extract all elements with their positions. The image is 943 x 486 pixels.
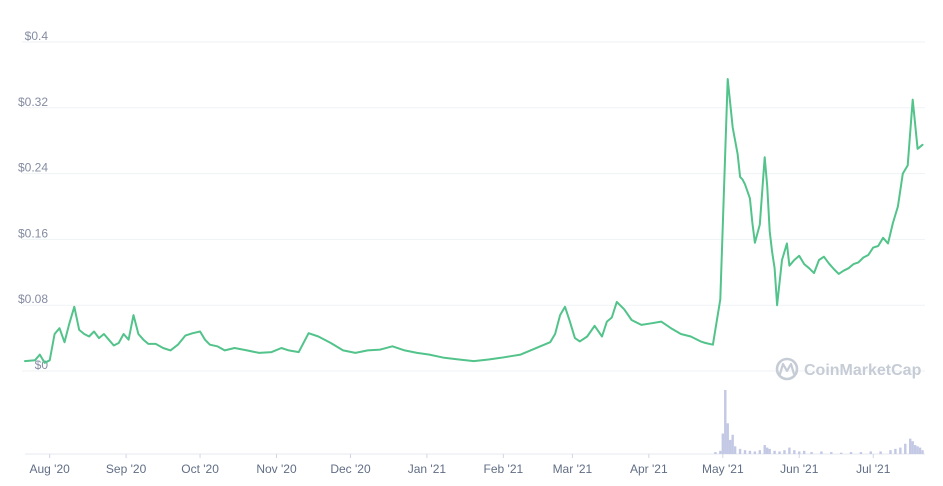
x-tick-label: Oct '20	[181, 462, 219, 476]
volume-bar	[765, 447, 769, 454]
x-tick-label: Feb '21	[484, 462, 524, 476]
volume-bar	[802, 450, 806, 454]
volume-bar	[798, 451, 801, 454]
x-tick-label: Dec '20	[330, 462, 371, 476]
volume-bar	[758, 450, 761, 454]
volume-bar	[768, 448, 771, 454]
volume-bar	[830, 452, 833, 454]
x-tick-label: May '21	[702, 462, 744, 476]
y-axis-labels: $0 $0.08 $0.16 $0.24 $0.32 $0.4	[18, 29, 48, 372]
x-axis-labels: Aug '20 Sep '20 Oct '20 Nov '20 Dec '20 Jan '…	[29, 454, 891, 476]
grid-lines	[22, 41, 925, 455]
x-tick-label: Jul '21	[856, 462, 891, 476]
volume-bar	[899, 447, 902, 454]
volume-bar	[714, 452, 717, 454]
x-tick-label: Apr '21	[630, 462, 668, 476]
volume-bar	[748, 450, 752, 454]
x-tick-label: Sep '20	[106, 462, 147, 476]
volume-bar	[753, 451, 757, 454]
coinmarketcap-watermark: CoinMarketCap	[775, 357, 922, 381]
volume-bar	[909, 438, 912, 454]
x-tick-label: Aug '20	[29, 462, 70, 476]
coinmarketcap-logo-icon	[775, 357, 799, 381]
volume-bar	[911, 441, 914, 454]
volume-bar	[733, 446, 737, 454]
volume-bar	[763, 445, 766, 454]
volume-bar	[783, 450, 786, 454]
volume-bar	[904, 443, 907, 454]
volume-bar	[894, 448, 897, 454]
y-tick-label: $0.4	[25, 29, 49, 43]
volume-bar	[731, 434, 734, 454]
volume-bar	[879, 451, 882, 454]
price-line	[24, 78, 924, 364]
y-tick-label: $0.08	[18, 292, 48, 306]
volume-bar	[719, 450, 722, 454]
volume-bar	[743, 450, 747, 454]
volume-bar	[820, 451, 823, 454]
x-tick-label: Mar '21	[553, 462, 593, 476]
volume-bar	[773, 450, 776, 454]
volume-bar	[738, 448, 742, 454]
volume-bar	[913, 445, 917, 454]
volume-bar	[721, 433, 725, 454]
volume-bar	[729, 439, 732, 454]
price-series	[24, 78, 924, 364]
watermark-text: CoinMarketCap	[804, 362, 922, 379]
volume-bar	[793, 450, 796, 454]
volume-bar	[778, 451, 781, 454]
volume-bar	[921, 450, 924, 454]
x-tick-label: Jan '21	[408, 462, 447, 476]
x-tick-label: Jun '21	[780, 462, 819, 476]
volume-bar	[869, 451, 872, 454]
volume-bar	[726, 423, 729, 454]
volume-bar	[788, 447, 791, 454]
y-tick-label: $0.24	[18, 161, 48, 175]
volume-bar	[849, 452, 853, 454]
y-tick-label: $0	[35, 358, 49, 372]
volume-bar	[839, 452, 843, 454]
volume-bar	[916, 446, 919, 454]
x-tick-label: Nov '20	[256, 462, 297, 476]
y-tick-label: $0.16	[18, 226, 48, 240]
volume-bar	[859, 452, 863, 454]
volume-bar	[889, 450, 892, 454]
volume-bars	[714, 390, 924, 454]
volume-bar	[724, 390, 727, 454]
volume-bar	[918, 447, 922, 454]
y-tick-label: $0.32	[18, 95, 48, 109]
volume-bar	[810, 452, 813, 454]
